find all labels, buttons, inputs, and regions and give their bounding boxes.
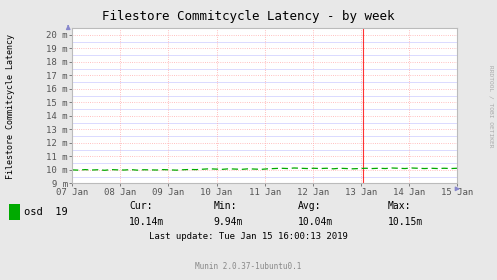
Text: 10.15m: 10.15m — [388, 217, 423, 227]
Text: Min:: Min: — [214, 200, 237, 211]
Text: Cur:: Cur: — [129, 200, 153, 211]
Text: Munin 2.0.37-1ubuntu0.1: Munin 2.0.37-1ubuntu0.1 — [195, 262, 302, 271]
Text: 9.94m: 9.94m — [214, 217, 243, 227]
Text: Max:: Max: — [388, 200, 411, 211]
Text: Avg:: Avg: — [298, 200, 322, 211]
Text: osd  19: osd 19 — [24, 207, 68, 217]
Text: 10.14m: 10.14m — [129, 217, 165, 227]
Text: Filestore Commitcycle Latency: Filestore Commitcycle Latency — [6, 34, 15, 179]
Text: 10.04m: 10.04m — [298, 217, 333, 227]
Text: Last update: Tue Jan 15 16:00:13 2019: Last update: Tue Jan 15 16:00:13 2019 — [149, 232, 348, 241]
Text: Filestore Commitcycle Latency - by week: Filestore Commitcycle Latency - by week — [102, 10, 395, 23]
Text: RRDTOOL / TOBI OETIKER: RRDTOOL / TOBI OETIKER — [489, 65, 494, 148]
